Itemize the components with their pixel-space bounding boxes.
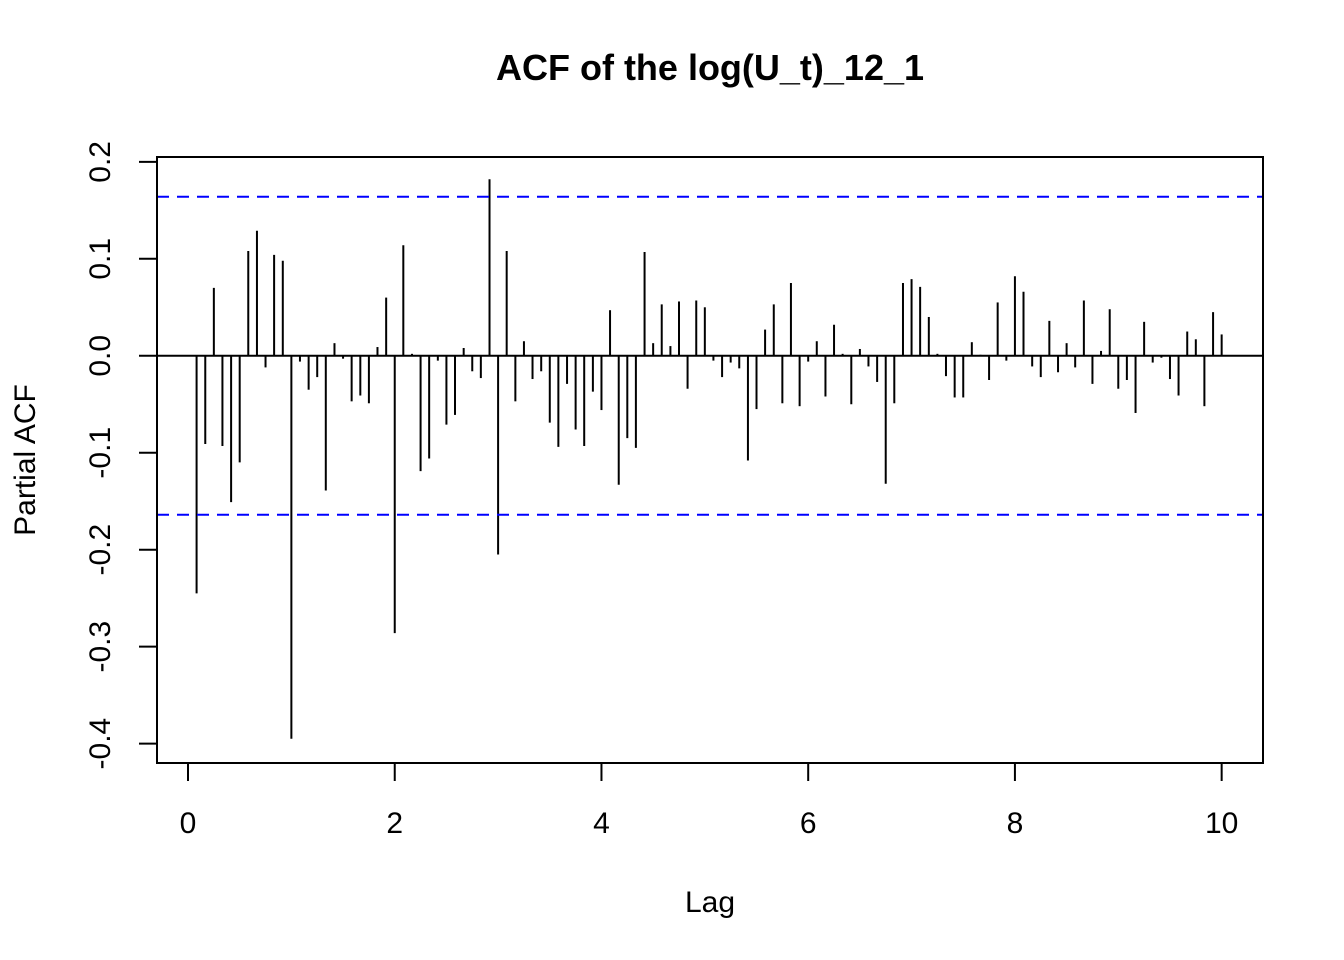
chart-title: ACF of the log(U_t)_12_1: [496, 47, 924, 88]
x-tick-label: 0: [180, 807, 197, 840]
plot-frame: [156, 156, 1264, 764]
x-tick-label: 4: [593, 807, 610, 840]
confidence-lines: [157, 195, 1263, 516]
y-tick-label: -0.2: [84, 524, 117, 576]
y-tick-label: 0.1: [84, 238, 117, 280]
x-tick-label: 10: [1205, 807, 1238, 840]
x-tick-label: 8: [1007, 807, 1024, 840]
y-tick-label: -0.3: [84, 621, 117, 673]
y-tick-label: 0.0: [84, 335, 117, 377]
y-tick-label: -0.4: [84, 718, 117, 770]
x-axis: 0 2 4 6 8 10: [180, 762, 1238, 840]
x-tick-label: 6: [800, 807, 817, 840]
y-tick-label: -0.1: [84, 427, 117, 479]
x-axis-label: Lag: [685, 886, 735, 919]
y-axis-label: Partial ACF: [9, 384, 42, 536]
y-axis: -0.4 -0.3 -0.2 -0.1 0.0 0.1 0.2: [84, 141, 158, 770]
x-tick-label: 2: [386, 807, 403, 840]
y-tick-label: 0.2: [84, 141, 117, 183]
bars-group: [195, 179, 1223, 739]
